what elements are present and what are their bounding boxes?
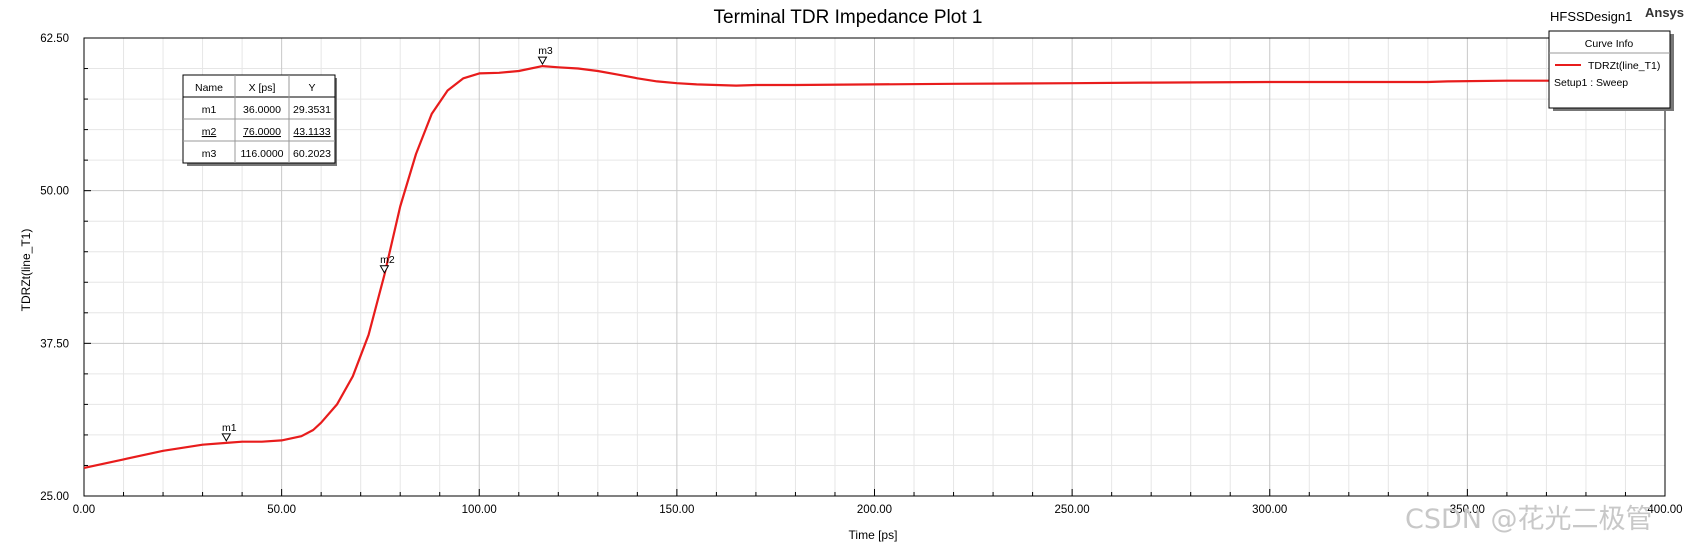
table-cell: 60.2023 bbox=[293, 148, 331, 160]
table-cell: 29.3531 bbox=[293, 104, 331, 116]
x-tick-label: 400.00 bbox=[1647, 504, 1682, 516]
legend-title: Curve Info bbox=[1585, 38, 1634, 50]
chart-title: Terminal TDR Impedance Plot 1 bbox=[714, 7, 983, 28]
series-layer bbox=[83, 65, 1665, 469]
table-cell: 76.0000 bbox=[243, 126, 281, 138]
y-tick-label: 25.00 bbox=[40, 491, 69, 503]
y-tick-label: 37.50 bbox=[40, 338, 69, 350]
x-tick-label: 300.00 bbox=[1252, 504, 1287, 516]
y-tick-labels: 25.00 37.50 50.00 62.50 bbox=[40, 33, 69, 503]
legend-box bbox=[1548, 30, 1671, 109]
x-tick-label: 0.00 bbox=[73, 504, 95, 516]
table-cell: 116.0000 bbox=[240, 148, 283, 160]
marker-label: m3 bbox=[538, 45, 553, 57]
brand-logo: Ansys bbox=[1645, 5, 1684, 20]
axis-tick-marks bbox=[83, 37, 1666, 497]
table-header-name: Name bbox=[195, 82, 223, 94]
x-tick-label: 250.00 bbox=[1055, 504, 1090, 516]
x-tick-label: 200.00 bbox=[857, 504, 892, 516]
x-tick-label: 150.00 bbox=[659, 504, 694, 516]
marker-label: m1 bbox=[222, 422, 237, 434]
legend-entry-label: TDRZt(line_T1) bbox=[1588, 60, 1660, 72]
series-line-tdrzt bbox=[83, 65, 1665, 469]
table-cell: 36.0000 bbox=[243, 104, 281, 116]
curve-info-legend[interactable]: Curve Info TDRZt(line_T1) Setup1 : Sweep bbox=[1548, 30, 1674, 111]
marker-layer: m1 m2 m3 bbox=[221, 45, 553, 442]
y-tick-label: 62.50 bbox=[40, 33, 69, 45]
watermark: CSDN @花光二极管 bbox=[1405, 504, 1653, 535]
design-name: HFSSDesign1 bbox=[1550, 9, 1632, 24]
table-cell: m2 bbox=[202, 126, 217, 138]
x-tick-label: 350.00 bbox=[1450, 504, 1485, 516]
marker-table[interactable]: Name X [ps] Y m1 36.0000 29.3531 m2 76.0… bbox=[182, 74, 337, 166]
x-tick-label: 50.00 bbox=[267, 504, 296, 516]
marker-label: m2 bbox=[380, 254, 395, 266]
y-tick-label: 50.00 bbox=[40, 186, 69, 198]
table-cell: 43.1133 bbox=[293, 126, 330, 138]
table-header-y: Y bbox=[308, 82, 315, 94]
table-cell: m3 bbox=[202, 148, 217, 160]
marker-triangle bbox=[379, 265, 390, 274]
table-cell: m1 bbox=[202, 104, 217, 116]
marker-triangle bbox=[221, 433, 232, 442]
y-axis-label: TDRZt(line_T1) bbox=[19, 229, 33, 312]
table-header-x: X [ps] bbox=[249, 82, 276, 94]
x-axis-label: Time [ps] bbox=[849, 528, 898, 542]
legend-entry-sublabel: Setup1 : Sweep bbox=[1554, 77, 1628, 89]
x-tick-labels: 0.00 50.00 100.00 150.00 200.00 250.00 300.00 3… bbox=[73, 504, 1683, 516]
marker-triangle bbox=[537, 56, 548, 66]
x-tick-label: 100.00 bbox=[462, 504, 497, 516]
